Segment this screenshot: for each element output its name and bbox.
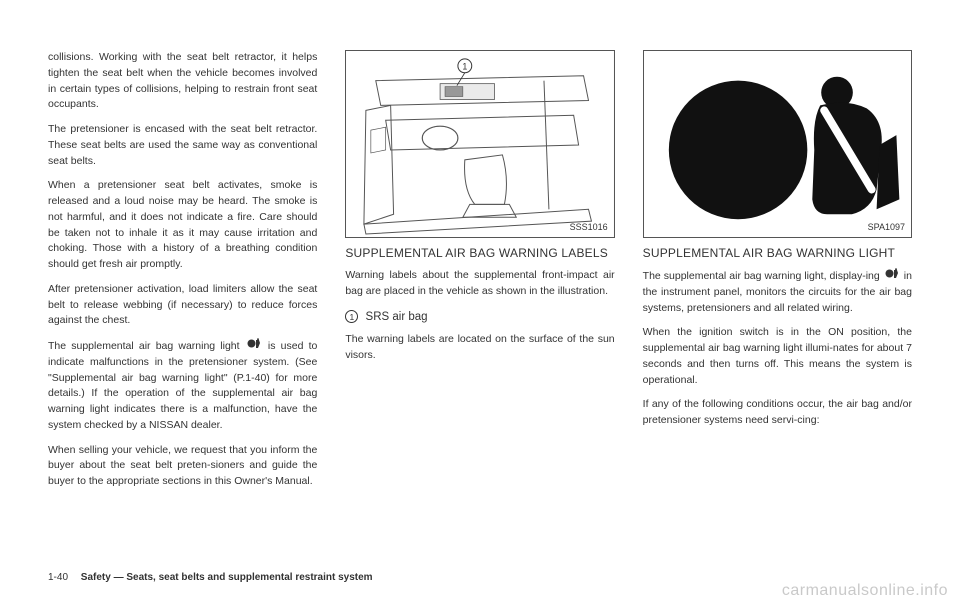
airbag-icon (885, 268, 899, 285)
column-2: 1 SSS1016 SUPPLEMENTAL AIR BAG WARNING L… (345, 50, 614, 550)
watermark: carmanualsonline.info (782, 579, 948, 603)
text-span: The supplemental air bag warning light (48, 340, 245, 352)
page-footer: 1-40 Safety — Seats, seat belts and supp… (48, 570, 373, 585)
list-item: 1 SRS air bag (345, 309, 614, 326)
item-number-icon: 1 (345, 310, 358, 323)
figure-caption: SSS1016 (570, 221, 608, 235)
figure-caption: SPA1097 (868, 221, 905, 235)
paragraph: Warning labels about the supplemental fr… (345, 268, 614, 300)
text-span: is used to indicate malfunctions in the … (48, 340, 317, 431)
figure-car-interior: 1 SSS1016 (345, 50, 614, 238)
paragraph: The supplemental air bag warning light i… (48, 338, 317, 434)
car-interior-illustration-icon: 1 (346, 51, 613, 237)
item-label: SRS air bag (366, 311, 428, 323)
airbag-warning-icon (644, 51, 911, 237)
column-3: SPA1097 SUPPLEMENTAL AIR BAG WARNING LIG… (643, 50, 912, 550)
paragraph: The pretensioner is encased with the sea… (48, 122, 317, 169)
figure-airbag-symbol: SPA1097 (643, 50, 912, 238)
paragraph: When a pretensioner seat belt activates,… (48, 178, 317, 273)
paragraph: If any of the following conditions occur… (643, 397, 912, 429)
content-columns: collisions. Working with the seat belt r… (48, 50, 912, 550)
svg-text:1: 1 (463, 61, 468, 71)
paragraph: The supplemental air bag warning light, … (643, 268, 912, 316)
column-1: collisions. Working with the seat belt r… (48, 50, 317, 550)
section-heading: SUPPLEMENTAL AIR BAG WARNING LIGHT (643, 244, 912, 262)
text-span: The supplemental air bag warning light, … (643, 270, 883, 282)
paragraph: When selling your vehicle, we request th… (48, 443, 317, 490)
section-heading: SUPPLEMENTAL AIR BAG WARNING LABELS (345, 244, 614, 262)
paragraph: The warning labels are located on the su… (345, 332, 614, 364)
paragraph: After pretensioner activation, load limi… (48, 282, 317, 329)
paragraph: When the ignition switch is in the ON po… (643, 325, 912, 388)
section-title: Safety — Seats, seat belts and supplemen… (81, 572, 373, 583)
page-number: 1-40 (48, 572, 68, 583)
airbag-icon (247, 338, 261, 355)
paragraph: collisions. Working with the seat belt r… (48, 50, 317, 113)
